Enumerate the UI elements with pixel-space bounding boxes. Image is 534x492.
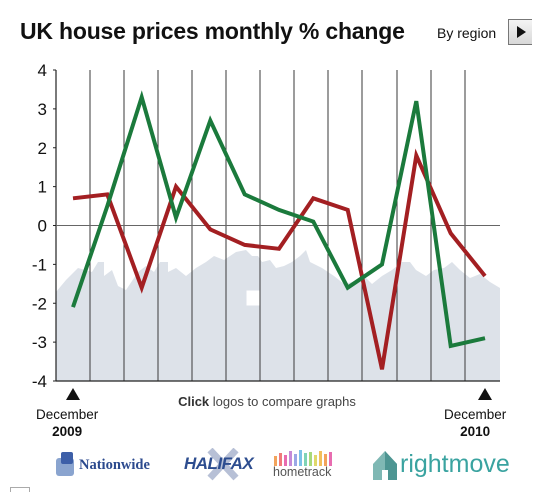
halifax-logo-text: HALIFAX <box>184 454 254 473</box>
hometrack-logo-text: hometrack <box>273 465 332 479</box>
start-month: December <box>36 407 99 422</box>
rightmove-house-icon <box>373 451 397 480</box>
end-marker-icon <box>478 388 492 400</box>
chart-title: UK house prices monthly % change <box>20 18 405 44</box>
skyline-silhouette <box>56 250 500 381</box>
y-tick-label: -3 <box>32 333 47 352</box>
start-year: 2009 <box>52 424 83 439</box>
y-axis-ticks: 4 3 2 1 0 -1 -2 -3 -4 <box>32 61 56 391</box>
scroll-handle <box>10 487 30 492</box>
hometrack-bars-icon <box>274 450 332 466</box>
y-tick-label: -4 <box>32 372 47 391</box>
end-markers <box>66 388 492 400</box>
y-tick-label: 4 <box>38 61 47 80</box>
nationwide-logo[interactable]: Nationwide <box>54 448 164 482</box>
halifax-logo[interactable]: HALIFAX <box>184 448 254 482</box>
series-lines <box>71 90 487 370</box>
end-month: December <box>444 407 507 422</box>
hint-bold: Click <box>178 394 210 409</box>
house-window <box>245 289 261 307</box>
y-tick-label: 2 <box>38 139 47 158</box>
rightmove-logo[interactable]: rightmove <box>370 448 510 482</box>
halifax-x-icon <box>207 448 239 481</box>
skyline-backdrop <box>56 250 500 381</box>
y-tick-label: -1 <box>32 255 47 274</box>
hometrack-logo[interactable]: hometrack <box>272 448 346 482</box>
by-region-button[interactable] <box>508 19 532 45</box>
end-year: 2010 <box>460 424 491 439</box>
y-tick-label: 0 <box>38 217 47 236</box>
start-date-label: December 2009 <box>36 406 98 440</box>
nationwide-icon <box>56 452 74 476</box>
hint-text: logos to compare graphs <box>212 394 356 409</box>
y-tick-label: 1 <box>38 178 47 197</box>
by-region-label: By region <box>437 25 497 41</box>
y-tick-label: 3 <box>38 100 47 119</box>
y-tick-label: -2 <box>32 294 47 313</box>
compare-hint: Click logos to compare graphs <box>0 394 534 409</box>
end-date-label: December 2010 <box>444 406 506 440</box>
start-marker-icon <box>66 388 80 400</box>
nationwide-logo-text: Nationwide <box>79 457 150 473</box>
rightmove-logo-text: rightmove <box>400 450 510 478</box>
